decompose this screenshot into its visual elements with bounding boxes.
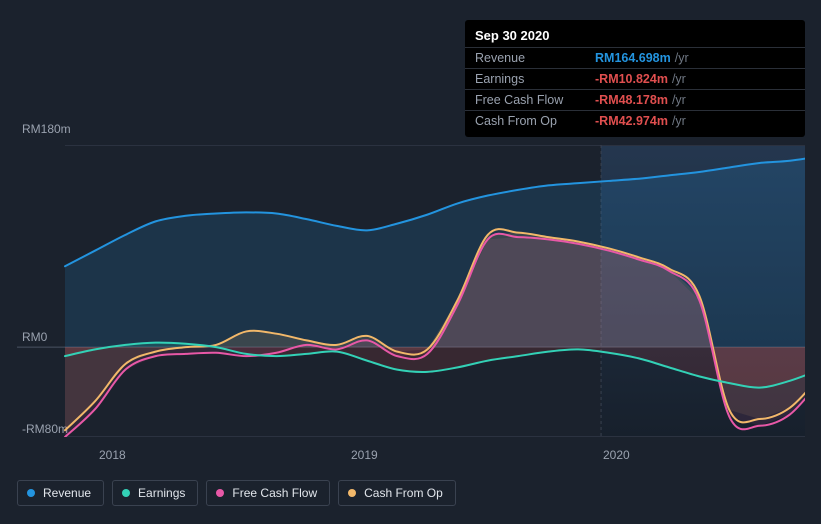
tooltip-unit: /yr [672,93,686,107]
tooltip-label: Free Cash Flow [475,93,595,107]
tooltip-unit: /yr [672,72,686,86]
tooltip-row-fcf: Free Cash Flow -RM48.178m /yr [465,89,805,110]
legend-label: Revenue [43,486,91,500]
chart-tooltip: Sep 30 2020 Revenue RM164.698m /yr Earni… [465,20,805,137]
tooltip-unit: /yr [672,114,686,128]
tooltip-row-cfo: Cash From Op -RM42.974m /yr [465,110,805,131]
tooltip-value: RM164.698m [595,51,671,65]
tooltip-row-earnings: Earnings -RM10.824m /yr [465,68,805,89]
x-axis-label-2018: 2018 [99,448,126,462]
legend-item-earnings[interactable]: Earnings [112,480,198,506]
legend-dot-icon [348,489,356,497]
y-axis-label-max: RM180m [22,122,71,136]
legend-dot-icon [216,489,224,497]
legend-item-revenue[interactable]: Revenue [17,480,104,506]
tooltip-value: -RM48.178m [595,93,668,107]
legend-label: Earnings [138,486,185,500]
legend-label: Free Cash Flow [232,486,317,500]
tooltip-row-revenue: Revenue RM164.698m /yr [465,47,805,68]
legend-dot-icon [27,489,35,497]
x-axis-label-2019: 2019 [351,448,378,462]
legend-label: Cash From Op [364,486,443,500]
chart-plot-area[interactable] [17,145,805,437]
x-axis-label-2020: 2020 [603,448,630,462]
tooltip-value: -RM10.824m [595,72,668,86]
tooltip-unit: /yr [675,51,689,65]
legend-item-fcf[interactable]: Free Cash Flow [206,480,330,506]
financials-chart-widget: { "tooltip": { "date": "Sep 30 2020", "u… [0,0,821,524]
tooltip-label: Earnings [475,72,595,86]
legend-item-cfo[interactable]: Cash From Op [338,480,456,506]
tooltip-label: Revenue [475,51,595,65]
chart-legend: Revenue Earnings Free Cash Flow Cash Fro… [17,480,456,506]
tooltip-value: -RM42.974m [595,114,668,128]
tooltip-label: Cash From Op [475,114,595,128]
tooltip-date: Sep 30 2020 [465,26,805,47]
financials-line-chart [17,145,805,437]
legend-dot-icon [122,489,130,497]
